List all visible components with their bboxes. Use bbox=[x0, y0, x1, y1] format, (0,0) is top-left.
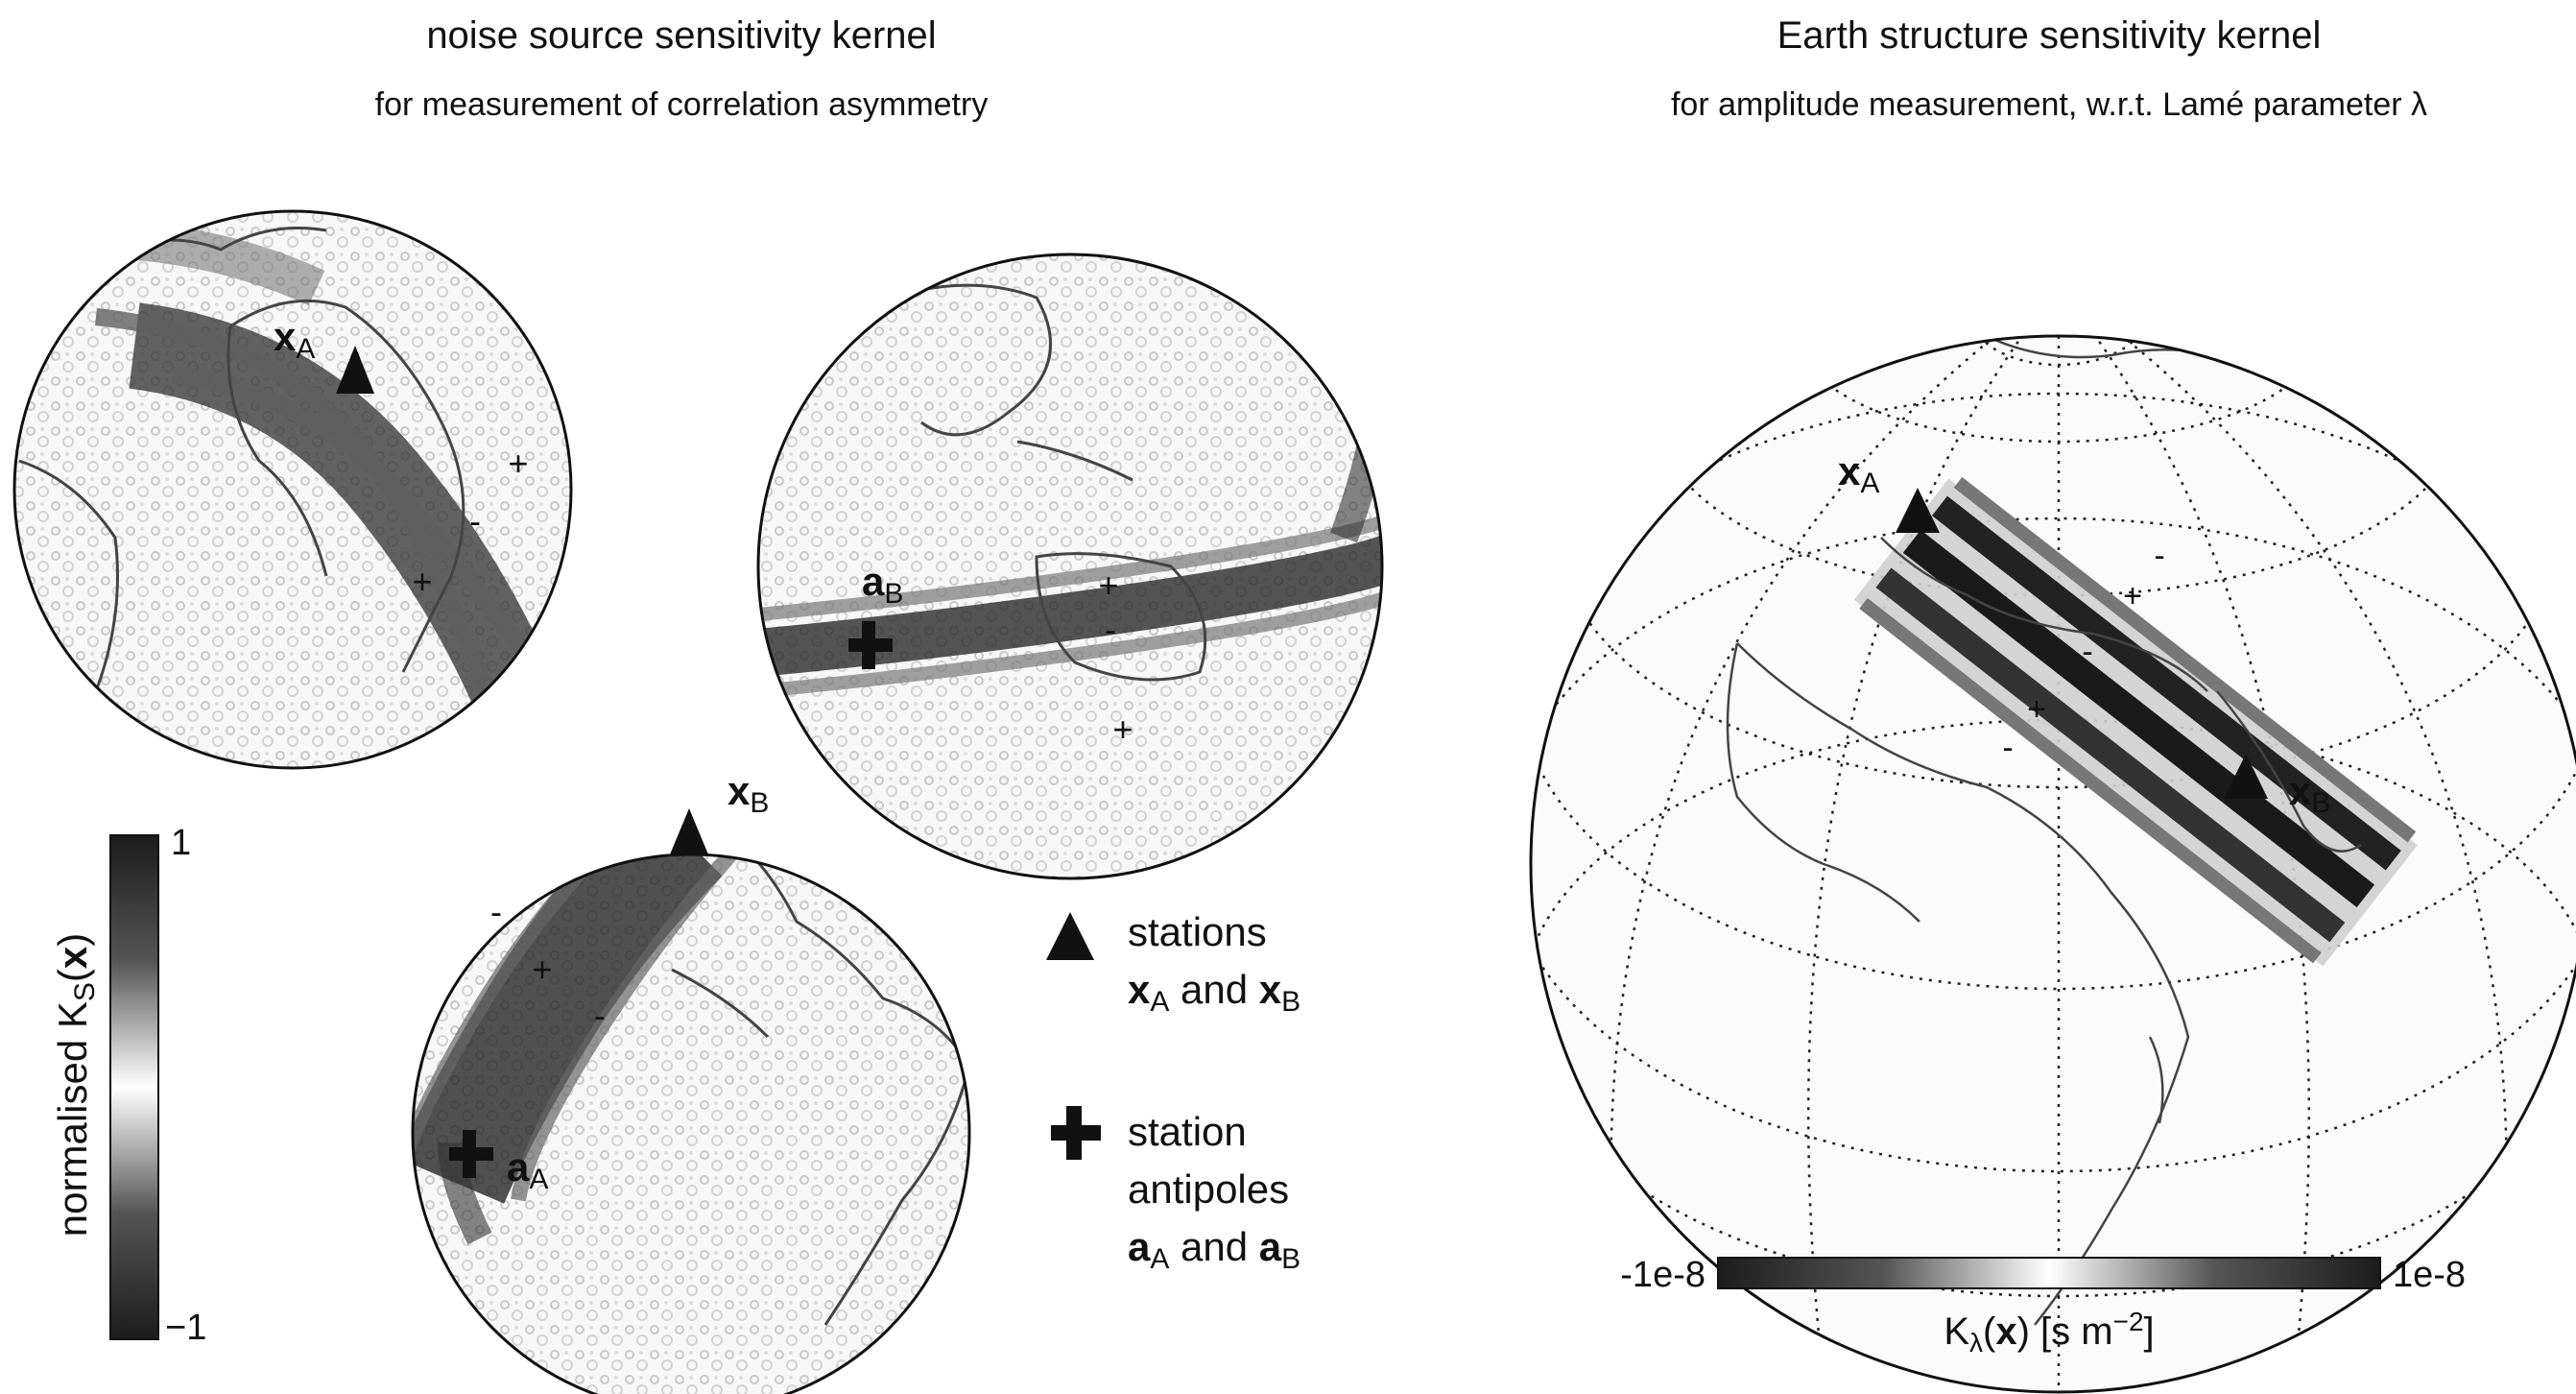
right-colorbar-label-sup: −2 bbox=[2113, 1307, 2144, 1336]
globe-asia-australia bbox=[756, 252, 1384, 880]
structure-sign-plus-1: + bbox=[2123, 578, 2142, 614]
legend-antipoles-line1: station bbox=[1128, 1109, 1247, 1154]
globe3-label-xb-main: x bbox=[727, 768, 751, 813]
globe3-label-xb: xB bbox=[727, 768, 769, 819]
globe3-label-aa-main: a bbox=[507, 1144, 530, 1190]
right-colorbar-label-open: ( bbox=[1983, 1310, 1996, 1353]
right-panel-title: Earth structure sensitivity kernel bbox=[1777, 14, 2322, 57]
left-colorbar-max: 1 bbox=[171, 823, 191, 863]
antipole-b-cross bbox=[848, 621, 893, 669]
left-colorbar-label-main: normalised K bbox=[50, 1001, 95, 1237]
left-panel-title: noise source sensitivity kernel bbox=[426, 14, 936, 57]
globe2-sign-plus-2: + bbox=[1112, 709, 1133, 749]
right-panel-subtitle: for amplitude measurement, w.r.t. Lamé p… bbox=[1671, 86, 2427, 123]
globe3-label-aa: aA bbox=[507, 1144, 548, 1195]
station-b-triangle bbox=[670, 808, 708, 854]
structure-sign-minus-1: - bbox=[2154, 538, 2164, 574]
structure-sign-plus-2: + bbox=[2027, 691, 2046, 728]
globe2-sign-plus-1: + bbox=[1098, 565, 1118, 605]
right-colorbar bbox=[1717, 1257, 2381, 1289]
legend-stations-and: and bbox=[1169, 967, 1258, 1012]
legend-antipoles-aa: a bbox=[1128, 1224, 1151, 1269]
structure-label-xa-main: x bbox=[1838, 448, 1861, 493]
left-colorbar-label-close: ) bbox=[50, 933, 95, 947]
legend-stations-xa: x bbox=[1128, 967, 1151, 1012]
left-colorbar bbox=[109, 834, 159, 1340]
globe3-label-aa-sub: A bbox=[529, 1164, 548, 1195]
structure-label-xb: xB bbox=[2289, 768, 2330, 819]
left-colorbar-label: normalised KS(x) bbox=[50, 933, 101, 1237]
left-colorbar-min: −1 bbox=[165, 1308, 206, 1348]
legend-stations-line1: stations bbox=[1128, 909, 1267, 954]
globe3-label-xb-sub: B bbox=[750, 787, 769, 819]
structure-label-xa: xA bbox=[1838, 448, 1879, 499]
right-colorbar-label-close: ) [s m bbox=[2017, 1310, 2113, 1353]
structure-label-xa-sub: A bbox=[1860, 468, 1879, 499]
globe1-label-xa: xA bbox=[274, 314, 315, 365]
right-colorbar-label-k: K bbox=[1944, 1310, 1969, 1353]
globe2-label-ab-sub: B bbox=[884, 578, 903, 610]
station-a-triangle bbox=[336, 346, 374, 394]
globe-europe-africa bbox=[12, 209, 573, 770]
legend-cross-icon bbox=[1051, 1106, 1101, 1160]
globe1-sign-plus-2: + bbox=[412, 562, 432, 601]
legend-triangle-icon bbox=[1046, 912, 1094, 960]
legend-antipoles-ab: a bbox=[1259, 1224, 1282, 1269]
structure-sign-minus-2: - bbox=[2082, 634, 2092, 670]
legend-antipoles-and: and bbox=[1169, 1224, 1258, 1269]
globe3-sign-plus: + bbox=[532, 949, 552, 989]
left-panel-subtitle: for measurement of correlation asymmetry bbox=[375, 86, 989, 123]
right-colorbar-max: 1e-8 bbox=[2393, 1255, 2466, 1295]
globe1-label-xa-sub: A bbox=[296, 333, 315, 365]
globe2-sign-minus: - bbox=[1105, 610, 1116, 649]
structure-sign-minus-3: - bbox=[2002, 730, 2013, 766]
right-colorbar-label: Kλ(x) [s m−2] bbox=[1944, 1307, 2154, 1358]
legend-stations-xa-sub: A bbox=[1150, 986, 1169, 1018]
legend-antipoles-ab-sub: B bbox=[1281, 1243, 1300, 1275]
globe2-label-ab: aB bbox=[862, 559, 903, 610]
globe1-sign-plus-1: + bbox=[508, 444, 528, 483]
legend-antipoles-line2: antipoles bbox=[1128, 1166, 1289, 1212]
left-colorbar-label-sub: S bbox=[69, 982, 101, 1001]
right-colorbar-label-end: ] bbox=[2144, 1310, 2155, 1353]
legend-stations-line2: xA and xB bbox=[1128, 967, 1300, 1018]
globe1-label-xa-main: x bbox=[274, 314, 297, 359]
legend-antipoles-aa-sub: A bbox=[1150, 1243, 1169, 1275]
right-colorbar-label-x: x bbox=[1995, 1310, 2016, 1353]
legend-stations-xb-sub: B bbox=[1281, 986, 1300, 1018]
left-colorbar-label-open: ( bbox=[50, 969, 95, 982]
structure-station-b-triangle bbox=[2224, 754, 2268, 799]
legend-stations-xb: x bbox=[1259, 967, 1282, 1012]
globe3-sign-minus-2: - bbox=[594, 996, 606, 1035]
globe-structure-kernel bbox=[1529, 334, 2576, 1394]
antipole-a-cross bbox=[449, 1130, 493, 1178]
left-colorbar-label-arg: x bbox=[50, 946, 95, 969]
globe3-sign-minus-1: - bbox=[490, 892, 502, 931]
structure-station-a-triangle bbox=[1896, 488, 1940, 533]
legend-antipoles-line3: aA and aB bbox=[1128, 1224, 1300, 1275]
globe2-label-ab-main: a bbox=[862, 559, 885, 604]
globe1-sign-minus: - bbox=[469, 501, 481, 541]
globe-pacific-americas bbox=[411, 853, 971, 1394]
right-colorbar-min: -1e-8 bbox=[1620, 1255, 1705, 1295]
structure-label-xb-main: x bbox=[2289, 768, 2312, 813]
right-colorbar-label-sub: λ bbox=[1969, 1328, 1983, 1358]
structure-label-xb-sub: B bbox=[2311, 787, 2330, 819]
